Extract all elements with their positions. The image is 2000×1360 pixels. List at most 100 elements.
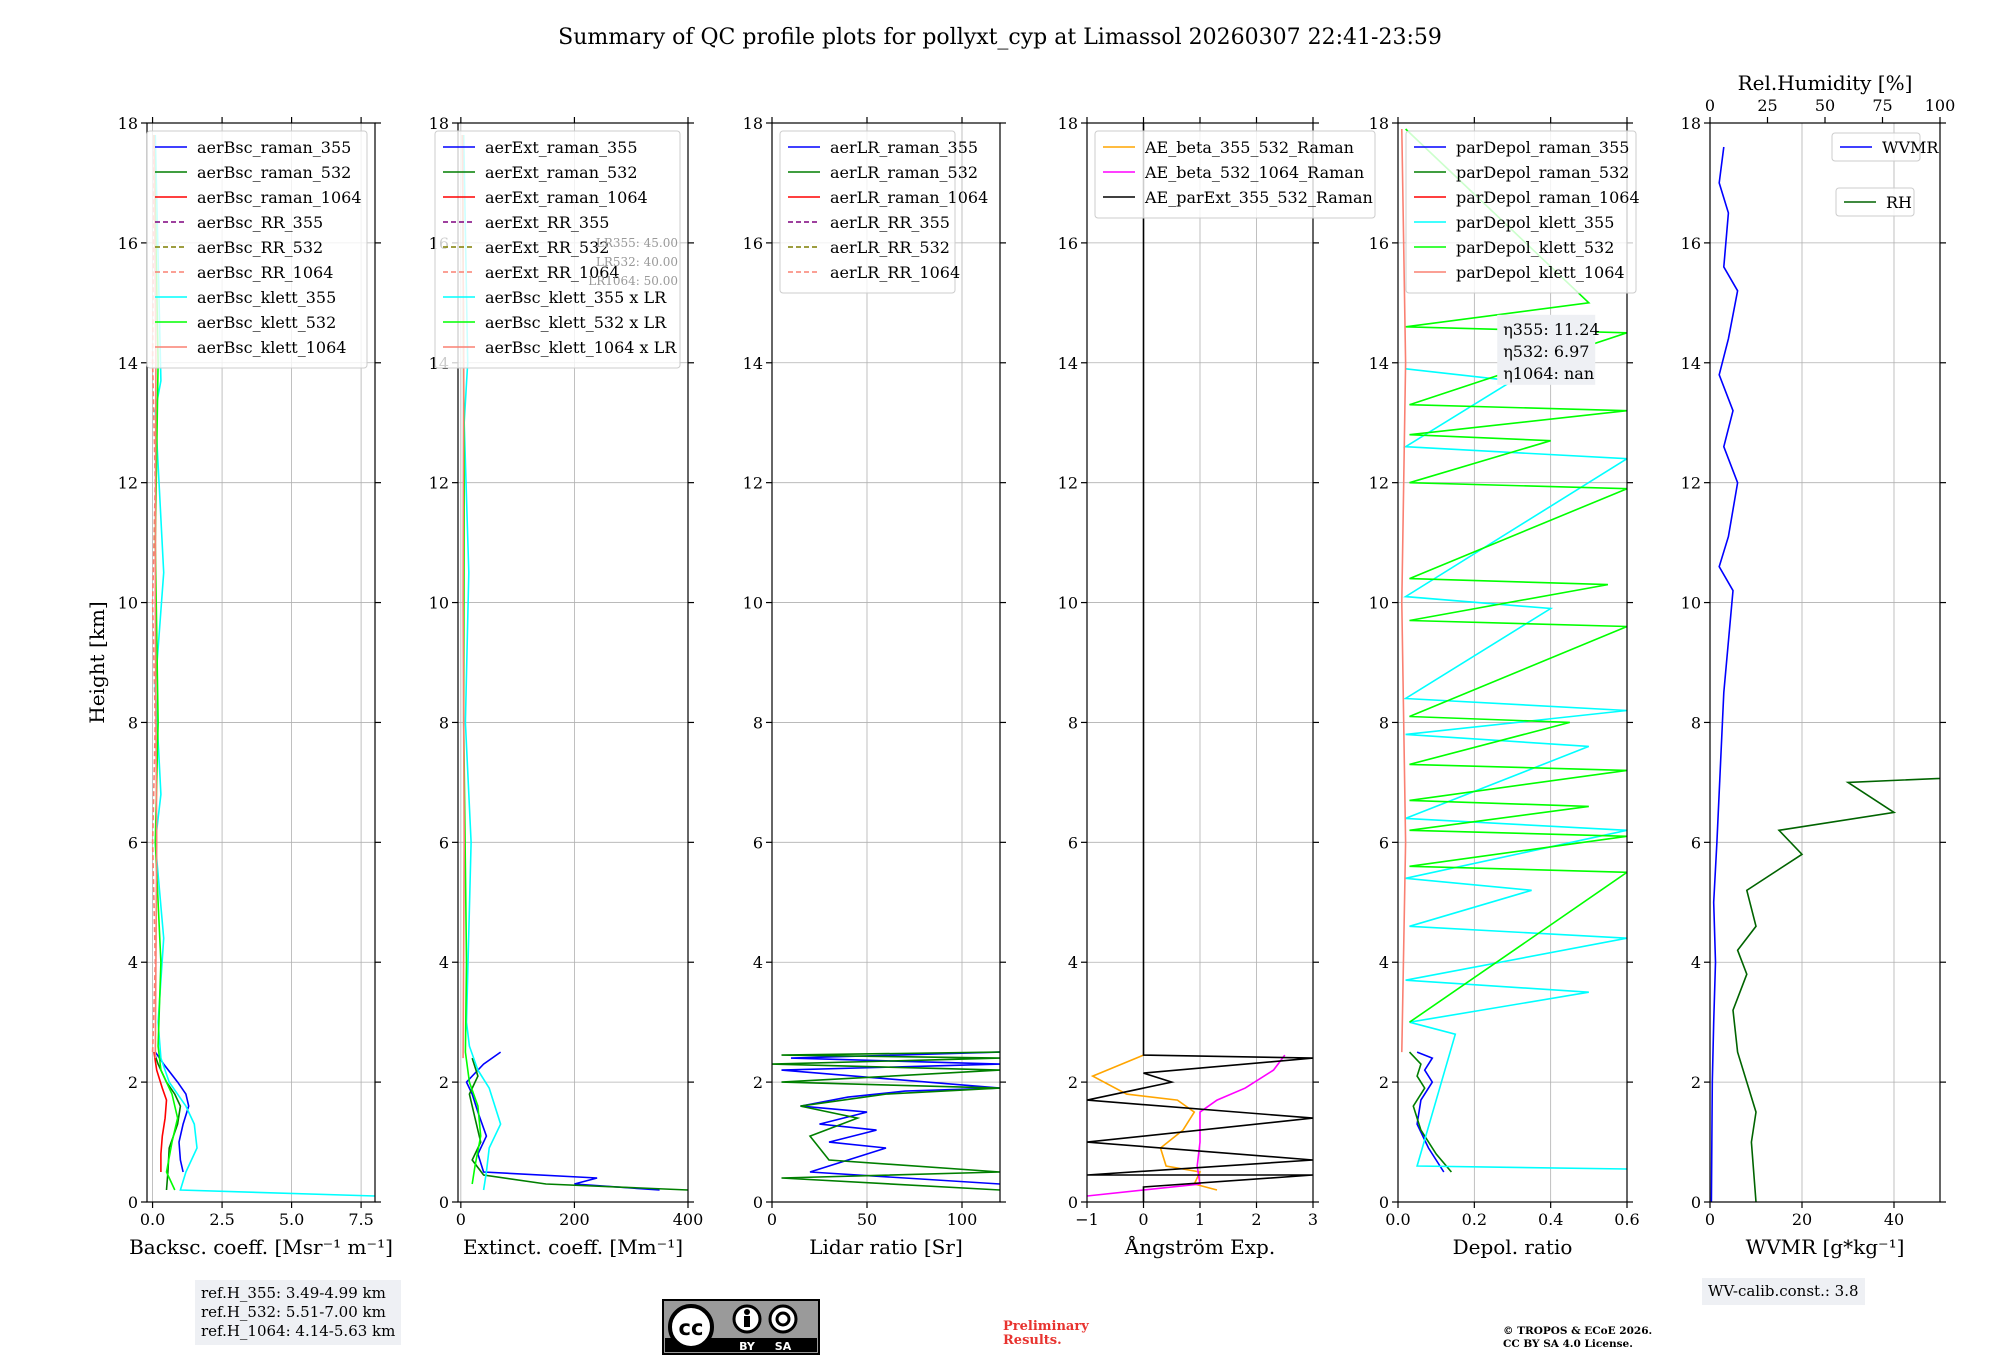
cc-by-sa-badge: cc BY SA — [662, 1299, 820, 1355]
sa-icon-arrow — [775, 1311, 791, 1327]
legend-label: aerBsc_raman_1064 — [197, 188, 362, 207]
y-tick-label: 12 — [743, 474, 763, 493]
y-tick-label: 0 — [439, 1193, 449, 1212]
x-tick-label: 3 — [1308, 1210, 1318, 1229]
y-tick-label: 4 — [1068, 953, 1078, 972]
y-tick-label: 6 — [1379, 833, 1389, 852]
y-tick-label: 4 — [1691, 953, 1701, 972]
y-tick-label: 14 — [118, 354, 138, 373]
legend-label: WVMR — [1882, 138, 1939, 157]
y-tick-label: 0 — [1691, 1193, 1701, 1212]
legend-box — [1831, 132, 1921, 162]
y-tick-label: 6 — [128, 833, 138, 852]
y-tick-label: 4 — [1379, 953, 1389, 972]
x-tick-label: 0 — [767, 1210, 777, 1229]
top-x-tick-label: 50 — [1815, 96, 1835, 115]
y-tick-label: 8 — [1379, 713, 1389, 732]
panel-backscatter: 0 2 4 6 8 10 12 14 16 18 0.0 2.5 5.0 7.5 Backsc. coeff… — [85, 114, 393, 1259]
x-tick-label: 0 — [1138, 1210, 1148, 1229]
y-tick-label: 16 — [118, 234, 138, 253]
y-tick-label: 12 — [1058, 474, 1078, 493]
y-tick-label: 18 — [743, 114, 763, 133]
by-icon-body — [744, 1316, 750, 1327]
x-tick-label: 5.0 — [279, 1210, 304, 1229]
x-tick-label: 2.5 — [209, 1210, 234, 1229]
x-axis-label: Lidar ratio [Sr] — [809, 1235, 963, 1259]
y-tick-label: 2 — [439, 1073, 449, 1092]
ref-heights-box: ref.H_355: 3.49-4.99 km ref.H_532: 5.51-… — [195, 1280, 402, 1345]
legend-label: aerLR_raman_355 — [830, 138, 978, 157]
wv-calib-text: WV-calib.const.: 3.8 — [1708, 1282, 1859, 1300]
y-tick-label: 18 — [1058, 114, 1078, 133]
top-x-tick-label: 75 — [1872, 96, 1892, 115]
wv-calib-box: WV-calib.const.: 3.8 — [1702, 1278, 1865, 1305]
legend-label: AE_parExt_355_532_Raman — [1144, 188, 1373, 207]
sa-icon — [768, 1304, 798, 1334]
x-tick-label: 0.0 — [1385, 1210, 1410, 1229]
copyright-note: © TROPOS & ECoE 2026. CC BY SA 4.0 Licen… — [1503, 1325, 1652, 1351]
series-parDepol_raman_532 — [1408, 1051, 1453, 1173]
series-WVMR — [1710, 146, 1739, 1202]
y-tick-label: 18 — [429, 114, 449, 133]
legend-label: aerLR_raman_532 — [830, 163, 978, 182]
axes-frame — [771, 122, 1001, 1203]
y-tick-label: 16 — [1681, 234, 1701, 253]
y-tick-label: 6 — [439, 833, 449, 852]
preliminary-note: Preliminary Results. — [1003, 1320, 1089, 1348]
y-tick-label: 2 — [753, 1073, 763, 1092]
y-tick-label: 14 — [1369, 354, 1389, 373]
legend-label: aerExt_raman_1064 — [485, 188, 648, 207]
y-tick-label: 6 — [1068, 833, 1078, 852]
x-tick-label: −1 — [1075, 1210, 1099, 1229]
legend-label: aerBsc_RR_532 — [197, 238, 323, 257]
legend-label: aerLR_RR_355 — [830, 213, 950, 232]
preliminary-line-2: Results. — [1003, 1333, 1062, 1348]
y-tick-label: 8 — [1068, 713, 1078, 732]
legend-label: aerBsc_raman_355 — [197, 138, 351, 157]
legend-label: aerExt_raman_355 — [485, 138, 638, 157]
y-tick-label: 18 — [1369, 114, 1389, 133]
y-tick-label: 2 — [1068, 1073, 1078, 1092]
copyright-line-2: CC BY SA 4.0 License. — [1503, 1338, 1633, 1350]
legend-label: AE_beta_532_1064_Raman — [1144, 163, 1364, 182]
y-tick-label: 8 — [439, 713, 449, 732]
axes-frame — [1397, 122, 1628, 1203]
ref-height-532: ref.H_532: 5.51-7.00 km — [201, 1303, 386, 1321]
cc-icon — [668, 1304, 714, 1350]
legend-box — [779, 130, 956, 294]
legend-box — [1094, 130, 1376, 219]
legend-box — [1405, 130, 1637, 294]
y-tick-label: 6 — [1691, 833, 1701, 852]
legend-label: aerBsc_RR_1064 — [197, 263, 333, 282]
y-tick-label: 10 — [118, 594, 138, 613]
y-tick-label: 10 — [1369, 594, 1389, 613]
lr-annotation: LR355: 45.00 — [596, 236, 678, 250]
y-tick-label: 14 — [1058, 354, 1078, 373]
y-tick-label: 2 — [1691, 1073, 1701, 1092]
legend-label: aerLR_RR_1064 — [830, 263, 960, 282]
legend-label: parDepol_klett_532 — [1456, 238, 1614, 257]
eta-annotation: η355: 11.24 — [1503, 320, 1599, 339]
y-tick-label: 2 — [128, 1073, 138, 1092]
y-tick-label: 4 — [753, 953, 763, 972]
y-tick-label: 12 — [1681, 474, 1701, 493]
y-tick-label: 4 — [439, 953, 449, 972]
legend-label: parDepol_raman_355 — [1456, 138, 1629, 157]
x-tick-label: 50 — [857, 1210, 877, 1229]
y-tick-label: 4 — [128, 953, 138, 972]
legend-box — [434, 130, 681, 369]
y-tick-label: 16 — [1369, 234, 1389, 253]
legend-box — [146, 130, 368, 369]
y-tick-label: 8 — [1691, 713, 1701, 732]
legend-label: aerBsc_RR_355 — [197, 213, 323, 232]
legend-label: parDepol_klett_1064 — [1456, 263, 1625, 282]
eta-box — [1497, 314, 1596, 385]
series-parDepol_klett_532 — [1405, 128, 1627, 1023]
x-tick-label: 20 — [1792, 1210, 1812, 1229]
legend-label: parDepol_raman_1064 — [1456, 188, 1640, 207]
legend-label: aerExt_raman_532 — [485, 163, 638, 182]
series-aerBsc_raman_355 — [154, 1051, 190, 1173]
x-tick-label: 100 — [947, 1210, 978, 1229]
legend-label: parDepol_raman_532 — [1456, 163, 1629, 182]
